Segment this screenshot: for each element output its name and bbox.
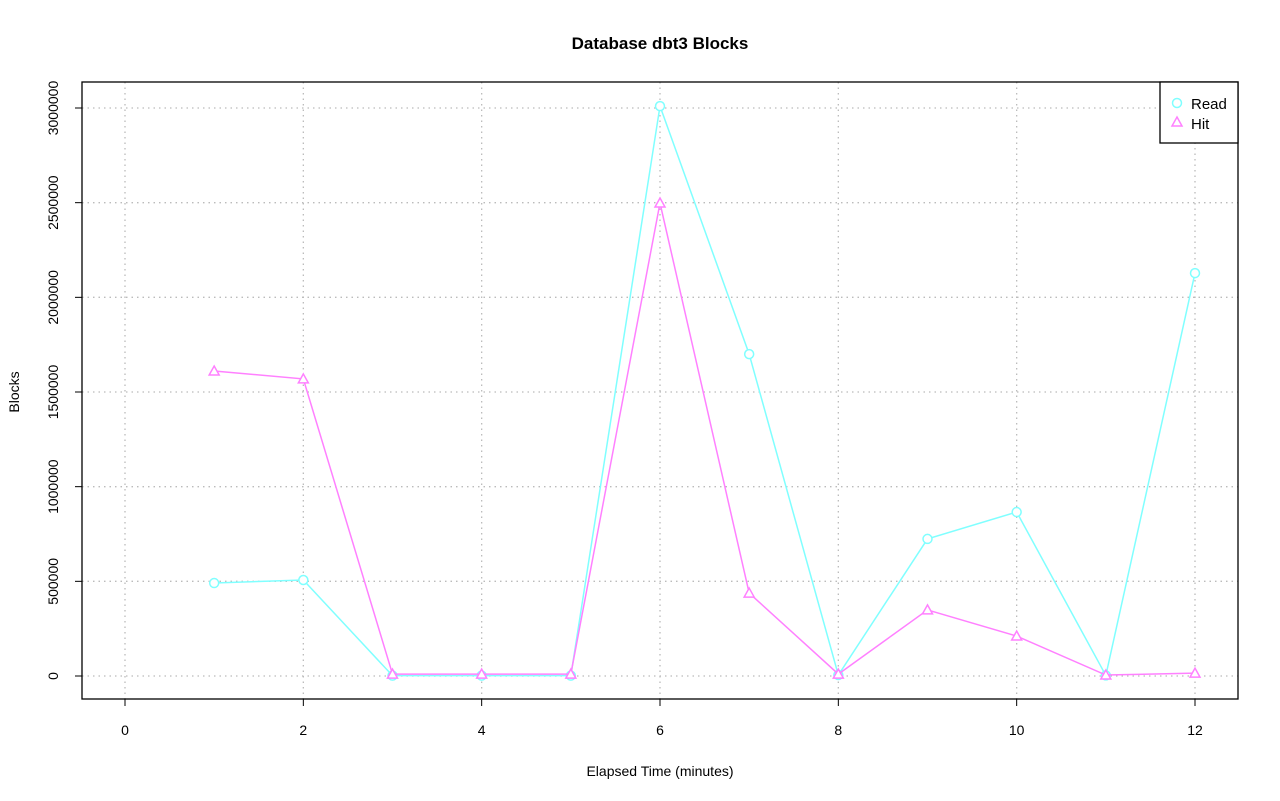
data-point-read bbox=[654, 100, 666, 112]
y-tick-label: 500000 bbox=[45, 558, 61, 605]
data-point-read bbox=[298, 574, 309, 586]
series-layer bbox=[207, 100, 1202, 681]
data-point-read bbox=[743, 348, 755, 360]
grid bbox=[82, 82, 1238, 699]
x-tick-label: 2 bbox=[299, 722, 307, 738]
legend-read-label: Read bbox=[1191, 96, 1227, 113]
data-point-hit bbox=[832, 667, 845, 679]
legend-read-marker bbox=[1171, 97, 1183, 109]
x-tick-label: 12 bbox=[1187, 722, 1203, 738]
data-point-hit bbox=[1188, 666, 1202, 678]
x-tick-label: 6 bbox=[656, 722, 664, 738]
data-point-hit bbox=[207, 364, 221, 376]
y-tick-label: 1000000 bbox=[45, 459, 61, 514]
y-axis-label: Blocks bbox=[6, 371, 22, 412]
x-tick-label: 8 bbox=[834, 722, 842, 738]
data-point-read bbox=[922, 533, 933, 545]
y-tick-label: 3000000 bbox=[45, 81, 61, 136]
data-point-hit bbox=[475, 667, 488, 679]
data-point-read bbox=[1189, 267, 1201, 279]
series-line-read bbox=[214, 105, 1196, 678]
data-point-read bbox=[208, 577, 220, 589]
y-tick-label: 1500000 bbox=[45, 365, 61, 420]
series-line-hit bbox=[214, 202, 1196, 676]
x-axis: 0 2 4 6 8 10 12 bbox=[121, 699, 1203, 738]
x-axis-label: Elapsed Time (minutes) bbox=[586, 763, 733, 779]
y-tick-label: 0 bbox=[45, 672, 61, 680]
data-point-hit bbox=[1010, 629, 1023, 641]
data-point-hit bbox=[742, 586, 756, 598]
chart-title: Database dbt3 Blocks bbox=[572, 34, 749, 53]
y-axis: 0 500000 1000000 1500000 2000000 2500000 30000… bbox=[45, 81, 82, 680]
data-point-hit bbox=[653, 196, 667, 208]
data-point-hit bbox=[386, 667, 399, 679]
data-point-hit bbox=[564, 667, 578, 679]
data-point-hit bbox=[1099, 668, 1113, 680]
y-tick-label: 2000000 bbox=[45, 270, 61, 325]
x-tick-label: 10 bbox=[1009, 722, 1025, 738]
legend: Read Hit bbox=[1159, 81, 1239, 144]
x-tick-label: 0 bbox=[121, 722, 129, 738]
data-point-read bbox=[1011, 506, 1022, 518]
legend-hit-label: Hit bbox=[1191, 116, 1210, 133]
legend-hit-marker bbox=[1170, 115, 1184, 127]
data-point-hit bbox=[297, 372, 310, 384]
legend-box bbox=[1159, 81, 1239, 144]
y-tick-label: 2500000 bbox=[45, 175, 61, 230]
x-tick-label: 4 bbox=[478, 722, 486, 738]
data-point-hit bbox=[921, 603, 934, 615]
